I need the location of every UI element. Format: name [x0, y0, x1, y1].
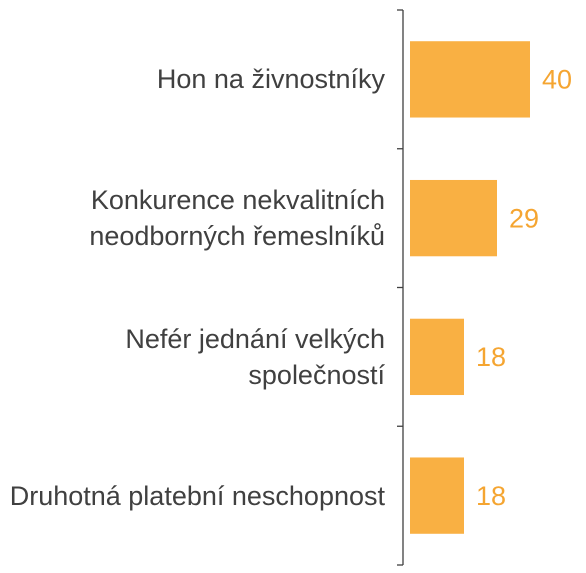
category-label: Hon na živnostníky — [156, 64, 385, 95]
category-label: Druhotná platební neschopnost — [9, 480, 385, 511]
value-label: 40 — [542, 65, 572, 95]
value-label: 18 — [476, 342, 506, 372]
bar — [410, 457, 464, 534]
bar — [410, 41, 530, 118]
bar — [410, 179, 497, 257]
value-label: 29 — [509, 203, 539, 233]
category-label: Konkurence nekvalitních neodborných řeme… — [89, 185, 385, 252]
bar — [410, 318, 464, 396]
value-label: 18 — [476, 481, 506, 511]
category-label: Nefér jednání velkých společností — [125, 323, 385, 390]
